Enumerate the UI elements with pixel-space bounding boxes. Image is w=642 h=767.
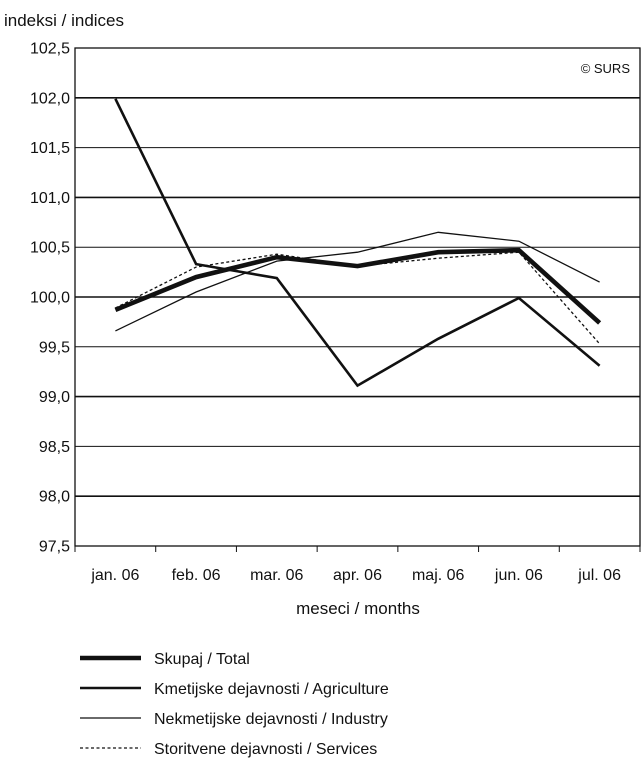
legend-label: Kmetijske dejavnosti / Agriculture — [154, 681, 389, 698]
x-tick-label: mar. 06 — [250, 567, 303, 584]
y-tick-label: 100,5 — [30, 240, 70, 257]
series-lines — [114, 98, 602, 388]
legend: Skupaj / Total Kmetijske dejavnosti / Agr… — [80, 651, 389, 758]
x-tick-label: jun. 06 — [494, 567, 543, 584]
y-tick-label: 98,0 — [39, 489, 70, 506]
y-tick-label: 101,5 — [30, 140, 70, 157]
y-tick-label: 97,5 — [39, 539, 70, 556]
y-tick-label: 102,0 — [30, 90, 70, 107]
y-tick-label: 100,0 — [30, 290, 70, 307]
x-tick-label: feb. 06 — [172, 567, 221, 584]
x-tick-label: apr. 06 — [333, 567, 382, 584]
y-axis-ticks: 97,5 98,0 98,5 99,0 99,5 100,0 100,5 101,0 101,5… — [30, 41, 70, 556]
legend-label: Storitvene dejavnosti / Services — [154, 741, 377, 758]
x-axis-label: meseci / months — [296, 599, 420, 618]
gridlines — [75, 97, 640, 498]
y-axis-label: indeksi / indices — [4, 11, 124, 30]
y-tick-label: 99,5 — [39, 339, 70, 356]
x-tick-label: jan. 06 — [90, 567, 139, 584]
x-tick-label: jul. 06 — [577, 567, 621, 584]
legend-label: Skupaj / Total — [154, 651, 250, 668]
series-line-2 — [115, 231, 600, 332]
x-axis-ticks: jan. 06 feb. 06 mar. 06 apr. 06 maj. 06 jun. … — [74, 546, 641, 584]
plot-frame — [74, 47, 641, 547]
copyright-note: © SURS — [581, 61, 631, 76]
x-tick-label: maj. 06 — [412, 567, 465, 584]
y-tick-label: 98,5 — [39, 439, 70, 456]
series-line-1 — [114, 98, 601, 388]
y-tick-label: 99,0 — [39, 389, 70, 406]
series-line-0 — [114, 247, 602, 325]
legend-label: Nekmetijske dejavnosti / Industry — [154, 711, 388, 728]
y-tick-label: 102,5 — [30, 41, 70, 58]
y-tick-label: 101,0 — [30, 190, 70, 207]
